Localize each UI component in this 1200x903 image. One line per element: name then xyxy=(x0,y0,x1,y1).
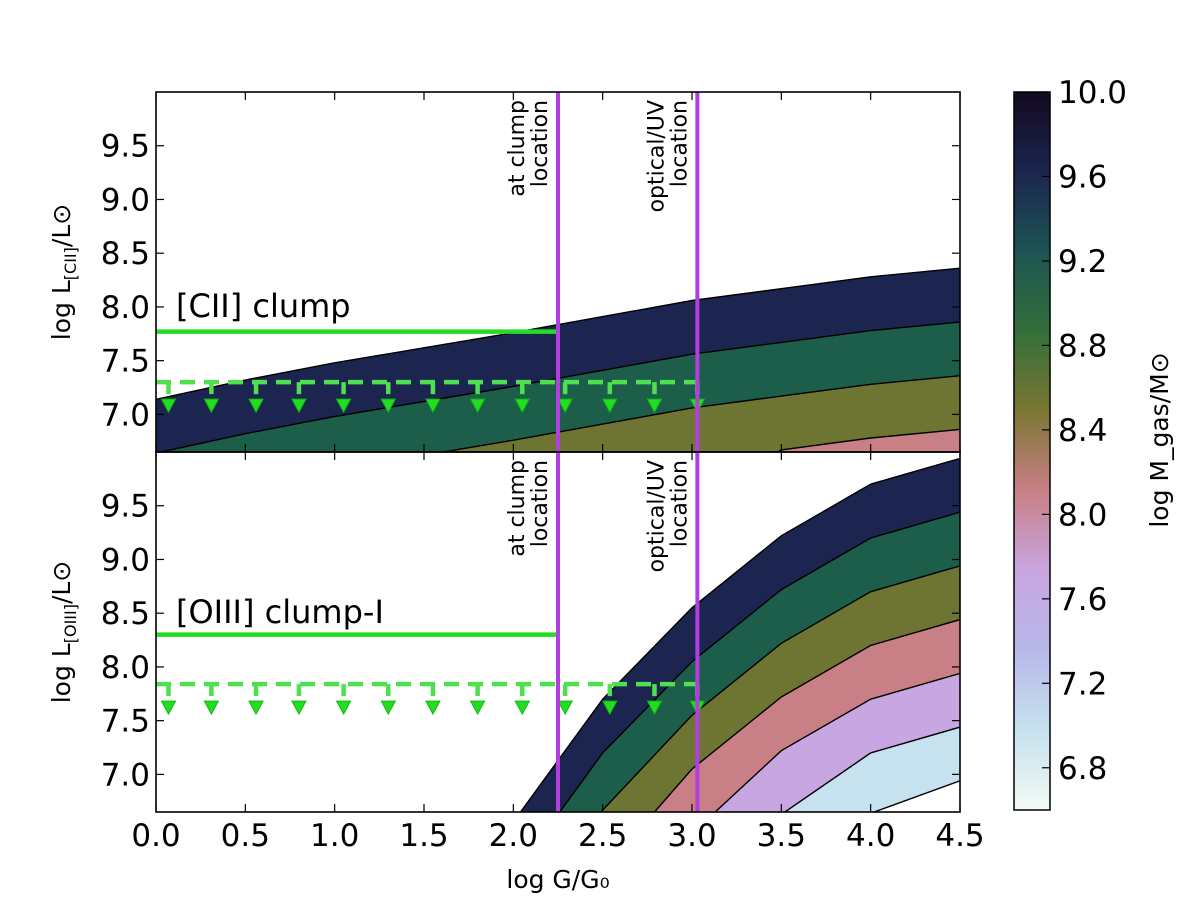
upper-limit-marker xyxy=(160,700,177,716)
oiii-y-axis-label: log L[OIII]/L⊙ xyxy=(47,561,80,704)
model-curve-oiii-9 xyxy=(559,511,960,812)
colorbar xyxy=(1013,91,1051,811)
x-tick-label: 1.5 xyxy=(399,818,448,854)
upper-limit-marker xyxy=(514,700,531,716)
colorbar-tick-label: 8.4 xyxy=(1058,413,1107,449)
model-curve-oiii-9.5 xyxy=(519,457,960,812)
y-tick-label: 7.5 xyxy=(101,344,150,380)
vertical-line-label-clump: location xyxy=(528,460,553,547)
model-curve-cii-8.5 xyxy=(379,375,960,452)
colorbar-tick-label: 8.0 xyxy=(1058,497,1107,533)
upper-limit-marker xyxy=(469,700,486,716)
axes-frame-oiii xyxy=(155,451,961,813)
panel-cii xyxy=(156,92,960,452)
y-tick-label: 8.0 xyxy=(101,650,150,686)
y-tick-label: 9.0 xyxy=(101,182,150,218)
model-curve-oiii-8.5 xyxy=(600,565,960,812)
colorbar-tick-label: 7.2 xyxy=(1058,666,1107,702)
y-tick-label: 8.5 xyxy=(101,236,150,272)
upper-limit-marker xyxy=(514,398,531,414)
vertical-line-label-optical-uv: optical/UV xyxy=(644,100,669,212)
vertical-line-label-clump: at clump xyxy=(505,100,530,197)
x-tick-label: 3.0 xyxy=(667,818,716,854)
x-tick-label: 2.5 xyxy=(578,818,627,854)
upper-limit-marker xyxy=(557,398,573,414)
model-band-cii-8.5 xyxy=(379,375,960,452)
upper-limit-marker xyxy=(248,700,264,716)
colorbar-tick-label: 7.6 xyxy=(1058,582,1107,618)
cii-y-axis-label: log L[CII]/L⊙ xyxy=(47,204,80,340)
x-tick-label: 0.5 xyxy=(221,818,270,854)
panel-oiii xyxy=(156,452,960,812)
upper-limit-marker xyxy=(601,700,618,716)
colorbar-tick-label: 10.0 xyxy=(1058,75,1127,111)
upper-limit-marker xyxy=(601,398,618,414)
colorbar-label: log M_gas/M⊙ xyxy=(1145,352,1174,527)
upper-limit-marker xyxy=(203,398,220,414)
x-axis-label: log G/G₀ xyxy=(506,865,609,894)
model-curve-oiii-7.5 xyxy=(714,672,960,812)
vertical-line-label-optical-uv: location xyxy=(667,460,692,547)
model-curve-oiii-6.5 xyxy=(873,780,960,812)
upper-limit-marker xyxy=(469,398,486,414)
upper-limit-marker xyxy=(160,398,177,414)
upper-limit-marker xyxy=(335,398,352,414)
upper-limit-marker xyxy=(380,700,397,716)
oiii-clump-annotation: [OIII] clump-I xyxy=(176,593,384,631)
y-tick-label: 8.5 xyxy=(101,596,150,632)
upper-limit-marker xyxy=(248,398,264,414)
x-tick-label: 0.0 xyxy=(131,818,180,854)
upper-limit-marker xyxy=(646,398,663,414)
x-tick-label: 4.5 xyxy=(935,818,984,854)
colorbar-tick-label: 9.6 xyxy=(1058,159,1107,195)
y-tick-label: 9.0 xyxy=(101,542,150,578)
upper-limit-marker xyxy=(203,700,220,716)
upper-limit-marker xyxy=(557,700,573,716)
cii-clump-annotation: [CII] clump xyxy=(176,287,351,325)
model-curve-cii-8 xyxy=(777,428,960,452)
model-band-oiii-7 xyxy=(784,727,960,812)
colorbar-tick-label: 8.8 xyxy=(1058,328,1107,364)
upper-limit-marker xyxy=(425,398,441,414)
vertical-line-label-clump: at clump xyxy=(505,460,530,557)
vertical-line-label-clump: location xyxy=(528,100,553,187)
upper-limit-marker xyxy=(380,398,397,414)
vertical-line-label-optical-uv: optical/UV xyxy=(644,460,669,572)
colorbar-tick-label: 6.8 xyxy=(1058,751,1107,787)
upper-limit-marker xyxy=(291,700,307,716)
upper-limit-marker xyxy=(646,700,663,716)
colorbar-tick-label: 9.2 xyxy=(1058,244,1107,280)
x-tick-label: 2.0 xyxy=(489,818,538,854)
x-tick-label: 1.0 xyxy=(310,818,359,854)
upper-limit-marker xyxy=(335,700,352,716)
x-tick-label: 4.0 xyxy=(846,818,895,854)
model-band-cii-8 xyxy=(777,429,960,452)
x-tick-label: 3.5 xyxy=(757,818,806,854)
y-tick-label: 9.5 xyxy=(101,489,150,525)
y-tick-label: 9.5 xyxy=(101,129,150,165)
y-tick-label: 8.0 xyxy=(101,290,150,326)
model-curve-oiii-8 xyxy=(653,618,960,812)
model-curve-oiii-7 xyxy=(784,726,960,812)
upper-limit-marker xyxy=(425,700,441,716)
y-tick-label: 7.0 xyxy=(101,757,150,793)
vertical-line-label-optical-uv: location xyxy=(667,100,692,187)
y-tick-label: 7.5 xyxy=(101,704,150,740)
y-tick-label: 7.0 xyxy=(101,397,150,433)
upper-limit-marker xyxy=(291,398,307,414)
